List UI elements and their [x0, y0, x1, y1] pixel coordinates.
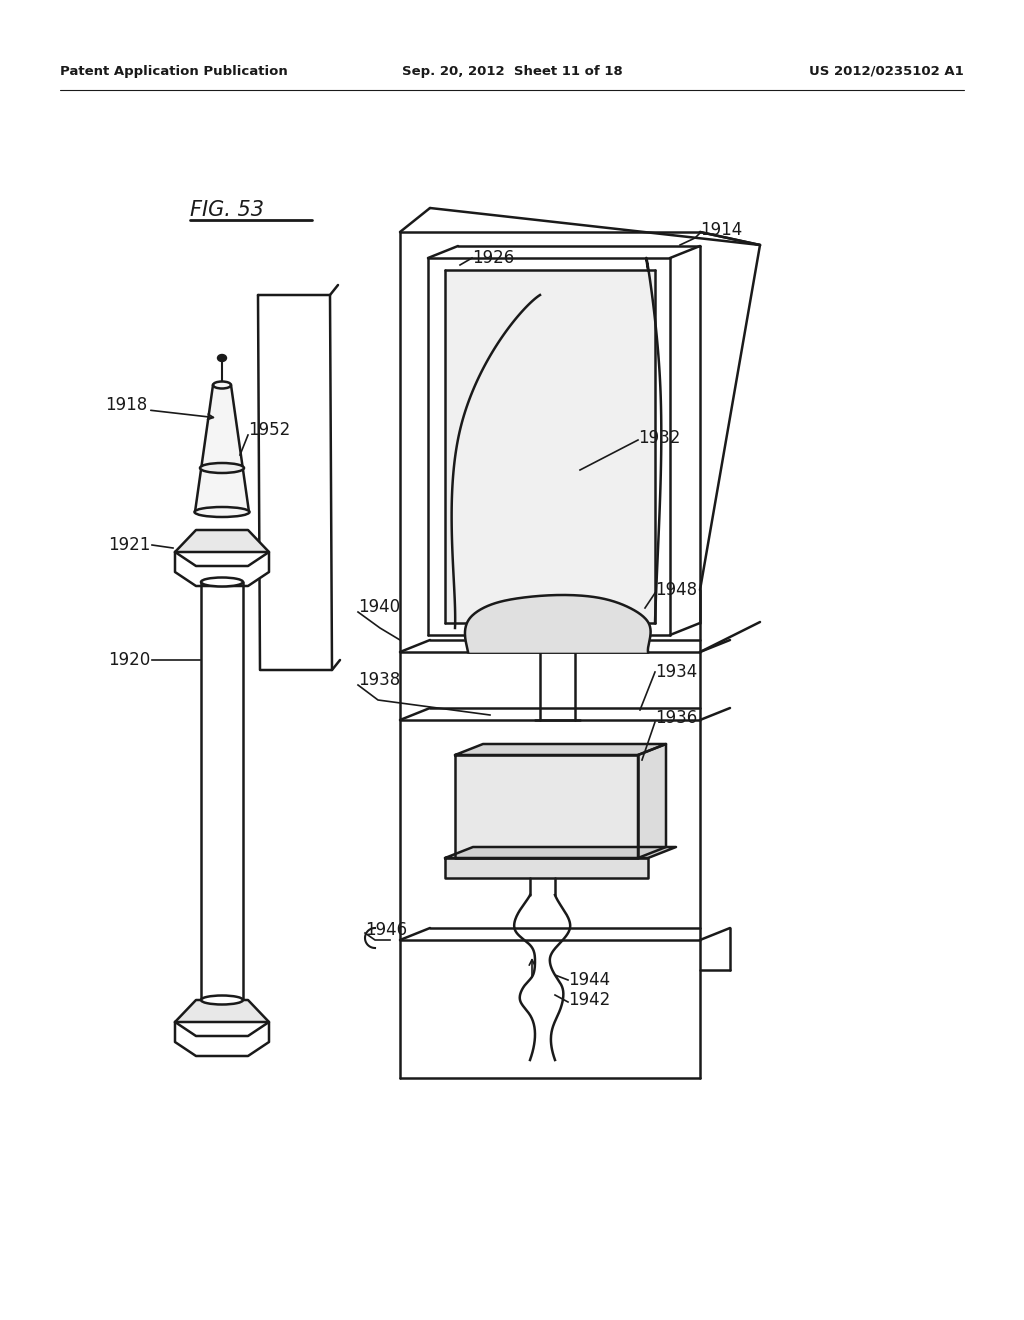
Ellipse shape	[201, 995, 243, 1005]
Polygon shape	[175, 1001, 269, 1036]
Text: 1926: 1926	[472, 249, 514, 267]
Text: 1948: 1948	[655, 581, 697, 599]
Polygon shape	[445, 847, 676, 858]
Text: 1944: 1944	[568, 972, 610, 989]
Polygon shape	[465, 595, 650, 652]
Text: 1936: 1936	[655, 709, 697, 727]
Text: 1932: 1932	[638, 429, 680, 447]
Text: 1918: 1918	[105, 396, 147, 414]
Polygon shape	[175, 552, 269, 586]
Text: 1921: 1921	[108, 536, 151, 554]
Polygon shape	[195, 385, 249, 512]
Text: US 2012/0235102 A1: US 2012/0235102 A1	[809, 65, 964, 78]
Polygon shape	[638, 744, 666, 858]
Text: 1940: 1940	[358, 598, 400, 616]
Polygon shape	[455, 744, 666, 755]
Polygon shape	[175, 1022, 269, 1056]
Text: Patent Application Publication: Patent Application Publication	[60, 65, 288, 78]
Polygon shape	[445, 858, 648, 878]
Ellipse shape	[217, 355, 226, 362]
Ellipse shape	[195, 507, 250, 517]
Text: FIG. 53: FIG. 53	[190, 201, 264, 220]
Text: 1952: 1952	[248, 421, 290, 440]
Ellipse shape	[213, 381, 231, 388]
Text: 1942: 1942	[568, 991, 610, 1008]
Text: 1920: 1920	[108, 651, 151, 669]
Text: 1946: 1946	[365, 921, 408, 939]
Text: Sep. 20, 2012  Sheet 11 of 18: Sep. 20, 2012 Sheet 11 of 18	[401, 65, 623, 78]
Text: 1914: 1914	[700, 220, 742, 239]
Ellipse shape	[201, 578, 243, 586]
Bar	[445, 271, 655, 623]
Ellipse shape	[200, 463, 244, 473]
Text: 1934: 1934	[655, 663, 697, 681]
Polygon shape	[258, 294, 332, 671]
Text: 1938: 1938	[358, 671, 400, 689]
Polygon shape	[455, 755, 638, 858]
Polygon shape	[175, 531, 269, 566]
